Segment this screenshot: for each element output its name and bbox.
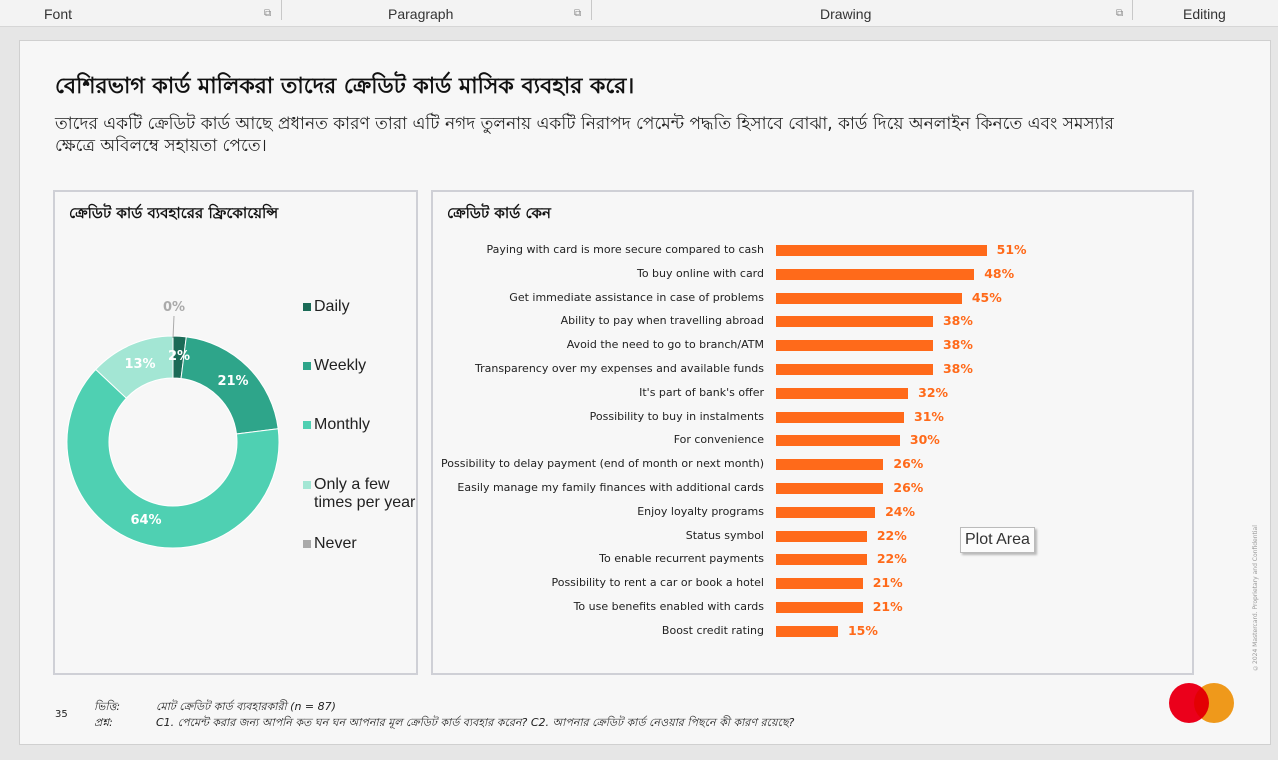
bar-value-label: 26% [893,480,924,495]
frequency-chart-panel[interactable]: ক্রেডিট কার্ড ব্যবহারের ফ্রিকোয়েন্সি 2%… [53,190,418,675]
dialog-launcher-icon[interactable]: ⧉ [1116,8,1124,19]
bar[interactable] [776,554,867,566]
bar-category-label: Enjoy loyalty programs [637,504,764,518]
bar-value-label: 38% [942,313,973,329]
bar-value-label: 21% [872,599,903,614]
footer-base-label: ভিত্তি: [94,700,121,713]
legend-label: Only a few times per year [314,476,416,511]
bar[interactable] [776,506,876,518]
bar[interactable] [776,340,933,352]
legend-swatch [303,481,311,489]
slide-title[interactable]: বেশিরভাগ কার্ড মালিকরা তাদের ক্রেডিট কার… [55,74,635,99]
bar-category-label: Avoid the need to go to branch/ATM [566,338,764,352]
bar[interactable] [776,387,909,399]
ribbon-separator [591,0,592,20]
bar-value-label: 21% [872,575,903,591]
bar-category-label: To use benefits enabled with cards [573,600,764,613]
bar[interactable] [776,292,962,304]
bar-value-label: 24% [885,503,916,519]
footer-base-text: মোট ক্রেডিট কার্ড ব্যবহারকারী (n = 87) [156,700,336,713]
bar[interactable] [776,316,933,328]
legend-swatch [303,362,311,370]
bar-value-label: 38% [942,361,973,376]
ribbon-group-label: Drawing [820,6,872,22]
bar[interactable] [776,578,863,590]
bar-value-label: 22% [876,551,907,567]
bar-category-label: Get immediate assistance in case of prob… [509,290,764,304]
leader-line [172,315,175,339]
footer-question-label: প্রশ্ন: [94,716,113,729]
ribbon-group-drawing: Drawing ⧉ [592,0,1132,26]
slide-subtitle[interactable]: তাদের একটি ক্রেডিট কার্ড আছে প্রধানত কার… [55,114,1114,156]
bar-category-label: Possibility to rent a car or book a hote… [551,576,764,590]
bar-category-label: Possibility to buy in instalments [589,409,764,423]
reasons-chart-panel[interactable]: ক্রেডিট কার্ড কেন Paying with card is mo… [431,190,1194,675]
bar[interactable] [776,268,975,280]
bar-category-label: Ability to pay when travelling abroad [560,314,764,328]
donut-value-label-monthly: 64% [130,513,161,528]
slide-canvas[interactable]: বেশিরভাগ কার্ড মালিকরা তাদের ক্রেডিট কার… [19,40,1271,745]
bar[interactable] [776,245,987,256]
bar-category-label: Easily manage my family finances with ad… [457,481,764,494]
bar-category-label: For convenience [673,433,764,447]
legend-swatch [303,421,311,429]
ribbon-separator [281,0,282,20]
bar-value-label: 31% [914,408,944,424]
dialog-launcher-icon[interactable]: ⧉ [264,8,272,19]
donut-value-label-few-times: 13% [124,357,155,372]
bar-value-label: 51% [996,242,1027,257]
bar[interactable] [776,364,933,375]
reasons-chart-title: ক্রেডিট কার্ড কেন [447,204,551,222]
bar[interactable] [776,625,838,637]
bar-value-label: 38% [942,337,973,353]
donut-value-label-daily: 2% [168,349,190,364]
donut-value-label-weekly: 21% [217,374,248,389]
bar-category-label: Transparency over my expenses and availa… [474,362,764,375]
ribbon-group-label: Font [44,6,73,22]
ribbon-separator [1132,0,1133,20]
ribbon-group-label: Paragraph [388,6,454,22]
bar[interactable] [776,411,905,423]
legend-label: Never [314,535,357,552]
bar-value-label: 48% [984,265,1015,281]
page-number: 35 [55,709,68,720]
ribbon-group-font: Font ⧉ [0,0,281,26]
bar[interactable] [776,483,884,494]
legend-swatch [303,303,311,311]
footer-question-text: C1. পেমেন্ট করার জন্য আপনি কত ঘন ঘন আপনা… [156,716,795,729]
donut-chart[interactable]: 2% 21% 64% 13% 0% [55,192,416,673]
copyright-note: ©2024 Mastercard. Proprietary and Confid… [1252,525,1259,671]
bar-category-label: Status symbol [685,528,764,542]
bar-category-label: Possibility to delay payment (end of mon… [441,457,764,471]
bar[interactable] [776,459,884,471]
bar-category-label: To enable recurrent payments [599,552,764,566]
ribbon-group-editing: Editing [1133,0,1278,26]
bar-value-label: 45% [971,289,1002,305]
bar[interactable] [776,602,863,613]
bar-category-label: It's part of bank's offer [639,385,764,399]
bar[interactable] [776,435,900,447]
bar-category-label: Boost credit rating [661,623,764,637]
legend-label: Daily [314,298,350,315]
bar-value-label: 15% [847,622,878,638]
bar-value-label: 22% [876,527,907,543]
bar-value-label: 30% [909,432,940,448]
ribbon: Font ⧉ Paragraph ⧉ Drawing ⧉ Editing [0,0,1278,27]
mastercard-logo [1169,683,1234,723]
plot-area-tooltip: Plot Area [960,527,1035,553]
legend-swatch [303,540,311,548]
bar-category-label: Paying with card is more secure compared… [486,243,764,256]
bar-value-label: 26% [893,456,924,472]
legend-label: Monthly [314,416,371,433]
dialog-launcher-icon[interactable]: ⧉ [574,8,582,19]
bar-value-label: 32% [918,384,949,400]
ribbon-group-paragraph: Paragraph ⧉ [282,0,591,26]
bar[interactable] [776,530,867,542]
legend-label: Weekly [314,357,367,374]
ribbon-group-label: Editing [1183,6,1226,22]
donut-slice-monthly[interactable] [66,368,280,549]
frequency-chart-title: ক্রেডিট কার্ড ব্যবহারের ফ্রিকোয়েন্সি [69,204,279,222]
donut-value-label-never: 0% [163,300,185,315]
bar-category-label: To buy online with card [636,266,764,280]
